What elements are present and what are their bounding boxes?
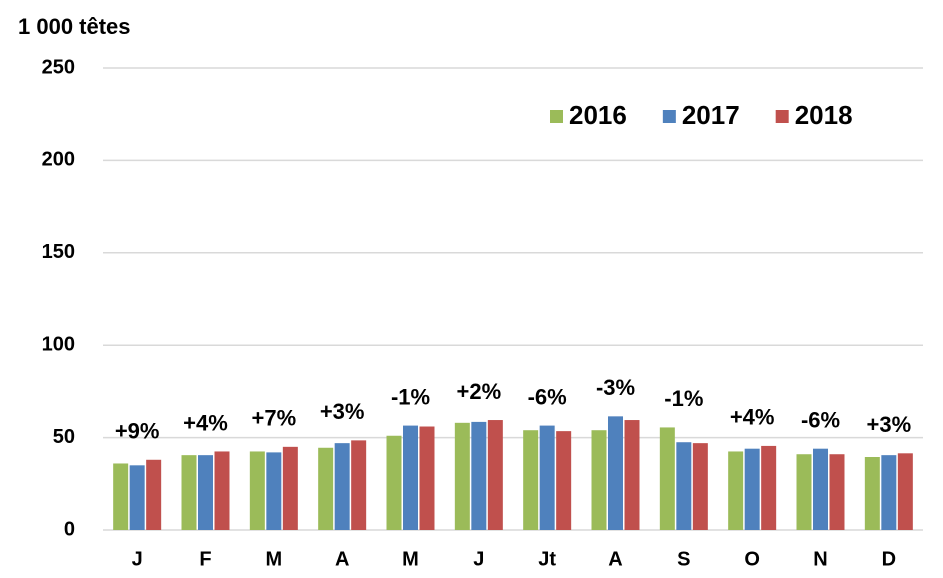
bar xyxy=(556,431,572,530)
legend-swatch xyxy=(550,110,563,123)
bar xyxy=(796,454,812,530)
bar xyxy=(761,445,777,530)
bar xyxy=(608,416,623,530)
x-tick-label: O xyxy=(744,548,760,570)
bar xyxy=(744,448,760,530)
bar xyxy=(181,455,197,530)
bar xyxy=(266,452,282,530)
annotation: +9% xyxy=(115,419,160,444)
y-tick-label: 150 xyxy=(42,241,75,263)
bar xyxy=(692,443,708,530)
bar xyxy=(813,448,828,530)
bar xyxy=(351,440,367,530)
bar xyxy=(318,447,334,530)
y-tick-label: 50 xyxy=(53,426,75,448)
annotation: -6% xyxy=(528,384,567,409)
legend-swatch xyxy=(775,110,789,123)
bar xyxy=(539,425,555,530)
x-tick-label: N xyxy=(813,548,827,570)
x-tick-label: A xyxy=(335,548,349,570)
x-tick-label: D xyxy=(882,548,896,570)
legend-label: 2016 xyxy=(569,100,627,130)
y-tick-label: 200 xyxy=(42,149,75,171)
x-tick-label: A xyxy=(608,548,622,570)
x-tick-label: J xyxy=(132,548,143,570)
bar xyxy=(728,451,744,530)
bar xyxy=(676,442,692,530)
x-tick-label: J xyxy=(473,548,484,570)
y-tick-label: 250 xyxy=(42,56,75,78)
annotation: -1% xyxy=(664,386,703,411)
annotation: +4% xyxy=(730,405,775,430)
legend-label: 2017 xyxy=(682,100,740,130)
bar xyxy=(523,430,539,530)
annotation: +3% xyxy=(320,399,365,424)
y-tick-label: 100 xyxy=(42,333,75,355)
bar xyxy=(471,421,487,530)
x-tick-label: Jt xyxy=(538,548,556,570)
bar xyxy=(129,465,145,530)
bar xyxy=(659,427,675,530)
bar xyxy=(334,443,350,530)
x-tick-label: F xyxy=(199,548,211,570)
bar xyxy=(113,463,129,530)
annotation: -3% xyxy=(596,375,635,400)
annotation: -1% xyxy=(391,384,430,409)
annotation: +3% xyxy=(867,412,912,437)
bar xyxy=(419,426,435,530)
bar xyxy=(591,430,607,530)
annotation: +2% xyxy=(457,379,502,404)
bar xyxy=(881,455,897,530)
x-tick-label: M xyxy=(402,548,419,570)
bar xyxy=(897,453,913,530)
y-axis-label: 1 000 têtes xyxy=(18,14,131,39)
annotation: -6% xyxy=(801,408,840,433)
bar xyxy=(829,454,845,530)
y-tick-label: 0 xyxy=(64,518,75,540)
annotation: +4% xyxy=(183,410,228,435)
legend-swatch xyxy=(662,110,676,123)
bar xyxy=(864,457,880,530)
bar xyxy=(487,420,503,530)
bar xyxy=(454,422,470,530)
bar xyxy=(146,459,162,530)
bar xyxy=(386,435,402,530)
annotation: +7% xyxy=(252,406,297,431)
legend-label: 2018 xyxy=(795,100,853,130)
bar xyxy=(624,420,640,530)
bar xyxy=(198,455,213,530)
bar xyxy=(282,446,298,530)
x-tick-label: S xyxy=(677,548,690,570)
x-tick-label: M xyxy=(265,548,282,570)
bar xyxy=(403,425,418,530)
bar xyxy=(249,451,265,530)
bar xyxy=(214,451,230,530)
